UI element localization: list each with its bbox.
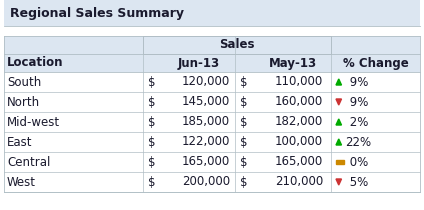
Text: 122,000: 122,000 (181, 135, 230, 148)
Text: 9%: 9% (346, 96, 368, 109)
Bar (4, 54, 420, 72)
Text: $: $ (240, 116, 248, 129)
Text: 100,000: 100,000 (275, 135, 323, 148)
Text: Regional Sales Summary: Regional Sales Summary (10, 7, 184, 20)
Bar (4, 112, 420, 132)
Text: May-13: May-13 (269, 56, 317, 70)
Text: % Change: % Change (343, 56, 408, 70)
Bar (4, 152, 420, 172)
Bar (4, 132, 420, 152)
Bar (4, 36, 420, 54)
Polygon shape (336, 179, 341, 185)
Text: $: $ (240, 76, 248, 88)
Text: $: $ (148, 176, 156, 189)
Text: $: $ (240, 135, 248, 148)
Text: Central: Central (7, 155, 50, 168)
Text: 160,000: 160,000 (275, 96, 323, 109)
Text: Location: Location (7, 56, 64, 70)
Text: 165,000: 165,000 (275, 155, 323, 168)
Text: South: South (7, 76, 41, 88)
Text: 0%: 0% (346, 155, 368, 168)
Polygon shape (336, 99, 341, 105)
Text: Mid-west: Mid-west (7, 116, 60, 129)
Text: 22%: 22% (346, 135, 371, 148)
Bar (4, 0, 420, 26)
Text: $: $ (148, 135, 156, 148)
Polygon shape (336, 139, 341, 145)
Text: 185,000: 185,000 (182, 116, 230, 129)
Text: 2%: 2% (346, 116, 368, 129)
Polygon shape (336, 119, 341, 125)
Text: Sales: Sales (219, 38, 255, 51)
Text: East: East (7, 135, 33, 148)
Text: $: $ (148, 155, 156, 168)
Bar (4, 72, 420, 92)
Text: $: $ (240, 96, 248, 109)
Text: 145,000: 145,000 (182, 96, 230, 109)
Bar (4, 172, 420, 192)
Text: 165,000: 165,000 (182, 155, 230, 168)
Text: $: $ (240, 176, 248, 189)
Bar (143, 36, 331, 54)
Text: $: $ (240, 155, 248, 168)
Text: $: $ (148, 116, 156, 129)
Text: 210,000: 210,000 (275, 176, 323, 189)
Bar (336, 160, 343, 164)
Text: 110,000: 110,000 (275, 76, 323, 88)
Text: 9%: 9% (346, 76, 368, 88)
Text: $: $ (148, 96, 156, 109)
Text: $: $ (148, 76, 156, 88)
Text: West: West (7, 176, 36, 189)
Text: Jun-13: Jun-13 (178, 56, 220, 70)
Bar (4, 92, 420, 112)
Text: 182,000: 182,000 (275, 116, 323, 129)
Polygon shape (336, 79, 341, 85)
Text: 5%: 5% (346, 176, 368, 189)
Text: 120,000: 120,000 (182, 76, 230, 88)
Text: North: North (7, 96, 40, 109)
Text: 200,000: 200,000 (182, 176, 230, 189)
